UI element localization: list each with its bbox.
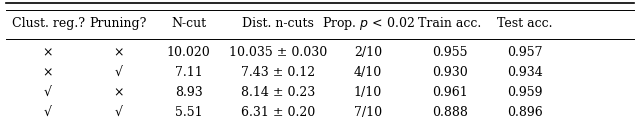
- Text: 0.955: 0.955: [432, 46, 468, 59]
- Text: 7/10: 7/10: [354, 106, 382, 118]
- Text: 8.93: 8.93: [175, 86, 203, 99]
- Text: ×: ×: [43, 46, 53, 59]
- Text: Dist. n-cuts: Dist. n-cuts: [243, 17, 314, 30]
- Text: 5.51: 5.51: [175, 106, 203, 118]
- Text: 1/10: 1/10: [354, 86, 382, 99]
- Text: ×: ×: [43, 66, 53, 79]
- Text: 7.43 ± 0.12: 7.43 ± 0.12: [241, 66, 316, 79]
- Text: Test acc.: Test acc.: [497, 17, 552, 30]
- Text: 10.035 ± 0.030: 10.035 ± 0.030: [229, 46, 328, 59]
- Text: Train acc.: Train acc.: [419, 17, 481, 30]
- Text: ×: ×: [113, 46, 124, 59]
- Text: 6.31 ± 0.20: 6.31 ± 0.20: [241, 106, 316, 118]
- Text: 0.888: 0.888: [432, 106, 468, 118]
- Text: 0.930: 0.930: [432, 66, 468, 79]
- Text: 0.957: 0.957: [507, 46, 543, 59]
- Text: √: √: [44, 86, 52, 99]
- Text: 0.961: 0.961: [432, 86, 468, 99]
- Text: Pruning?: Pruning?: [90, 17, 147, 30]
- Text: ×: ×: [113, 86, 124, 99]
- Text: √: √: [44, 106, 52, 118]
- Text: √: √: [115, 66, 122, 79]
- Text: Clust. reg.?: Clust. reg.?: [12, 17, 84, 30]
- Text: √: √: [115, 106, 122, 118]
- Text: N-cut: N-cut: [172, 17, 206, 30]
- Text: 7.11: 7.11: [175, 66, 203, 79]
- Text: 0.959: 0.959: [507, 86, 543, 99]
- Text: 4/10: 4/10: [354, 66, 382, 79]
- Text: Prop. $p$ < 0.02: Prop. $p$ < 0.02: [322, 15, 414, 32]
- Text: 0.934: 0.934: [507, 66, 543, 79]
- Text: 10.020: 10.020: [167, 46, 211, 59]
- Text: 2/10: 2/10: [354, 46, 382, 59]
- Text: 8.14 ± 0.23: 8.14 ± 0.23: [241, 86, 316, 99]
- Text: 0.896: 0.896: [507, 106, 543, 118]
